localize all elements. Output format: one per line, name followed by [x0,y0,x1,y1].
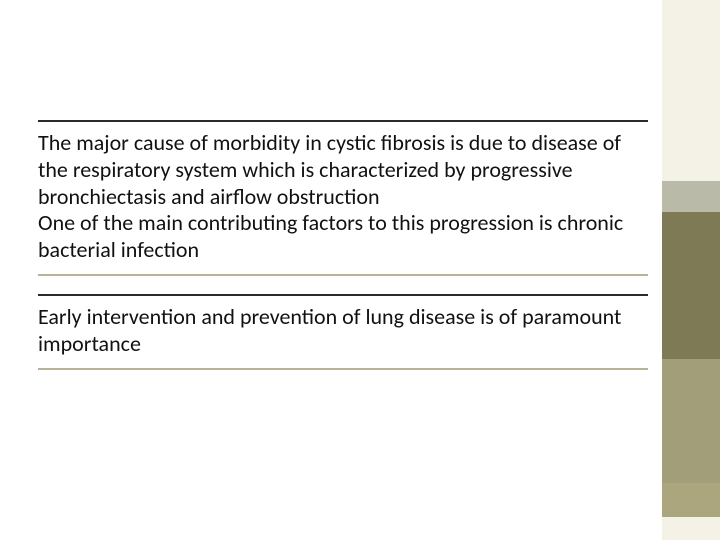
sidebar-seg-1 [662,181,720,212]
sidebar-seg-3 [662,359,720,483]
slide-content: The major cause of morbidity in cystic f… [38,120,648,370]
sidebar-seg-0 [662,0,720,181]
sidebar-seg-2 [662,212,720,359]
text-block-2: Early intervention and prevention of lun… [38,296,648,368]
text-block-1: The major cause of morbidity in cystic f… [38,122,648,274]
sidebar-seg-4 [662,483,720,517]
rule-bottom [38,368,648,370]
paragraph-2: Early intervention and prevention of lun… [38,303,621,357]
paragraph-1b: One of the main contributing factors to … [38,209,623,263]
accent-sidebar [662,0,720,540]
paragraph-1a: The major cause of morbidity in cystic f… [38,129,621,210]
rule-mid-light [38,274,648,276]
sidebar-seg-5 [662,517,720,540]
